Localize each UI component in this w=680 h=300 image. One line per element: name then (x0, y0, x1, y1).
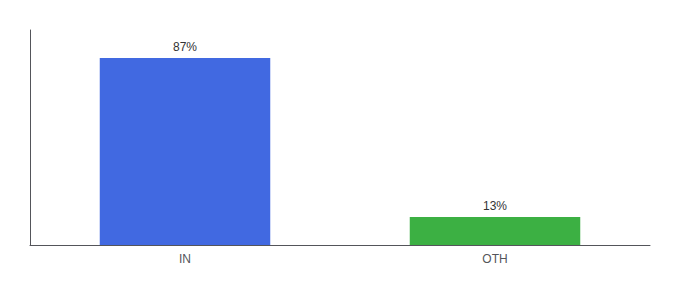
svg-text:13%: 13% (483, 199, 507, 213)
svg-text:87%: 87% (173, 40, 197, 54)
svg-text:IN: IN (179, 252, 191, 266)
svg-text:OTH: OTH (482, 252, 507, 266)
